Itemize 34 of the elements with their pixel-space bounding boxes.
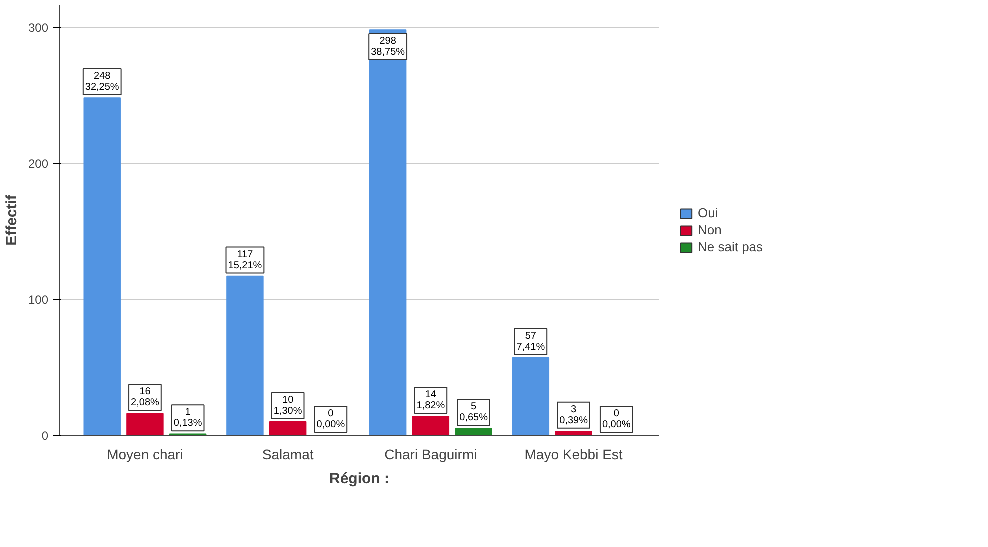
data-label: 298 38,75% <box>371 36 406 58</box>
x-tick-label: Mayo Kebbi Est <box>524 446 623 462</box>
bar <box>269 421 307 436</box>
data-label: 3 0,39% <box>560 404 588 426</box>
data-label: 16 2,08% <box>131 386 160 409</box>
bar <box>369 30 407 436</box>
bar <box>555 431 592 436</box>
y-tick-label: 0 <box>42 429 49 443</box>
legend-label: Oui <box>698 206 718 220</box>
y-tick-label: 100 <box>28 292 49 307</box>
data-label: 57 7,41% <box>516 330 546 353</box>
data-label: 1 0,13% <box>174 407 202 430</box>
bar <box>455 428 492 436</box>
data-label: 10 1,30% <box>274 394 302 417</box>
bar <box>512 358 550 436</box>
data-label: 248 32,25% <box>85 71 120 94</box>
data-label: 14 1,82% <box>416 389 446 412</box>
bar <box>226 276 264 436</box>
data-label: 0 0,00% <box>316 408 346 430</box>
data-label: 117 15,21% <box>228 249 262 272</box>
bar <box>126 413 164 436</box>
y-axis-title: Effectif <box>3 194 20 246</box>
data-label: 5 0,65% <box>460 402 488 424</box>
x-tick-label: Moyen chari <box>107 446 184 462</box>
y-tick-label: 300 <box>28 20 49 35</box>
bar <box>84 98 121 436</box>
x-tick-label: Salamat <box>262 446 314 462</box>
x-axis-title: Région : <box>330 470 390 488</box>
y-tick-label: 200 <box>28 156 49 171</box>
bar <box>412 416 450 436</box>
legend-label: Non <box>698 222 722 238</box>
data-label: 0 0,00% <box>602 408 631 430</box>
legend-label: Ne sait pas <box>698 240 764 254</box>
x-tick-label: Chari Baguirmi <box>384 446 478 462</box>
